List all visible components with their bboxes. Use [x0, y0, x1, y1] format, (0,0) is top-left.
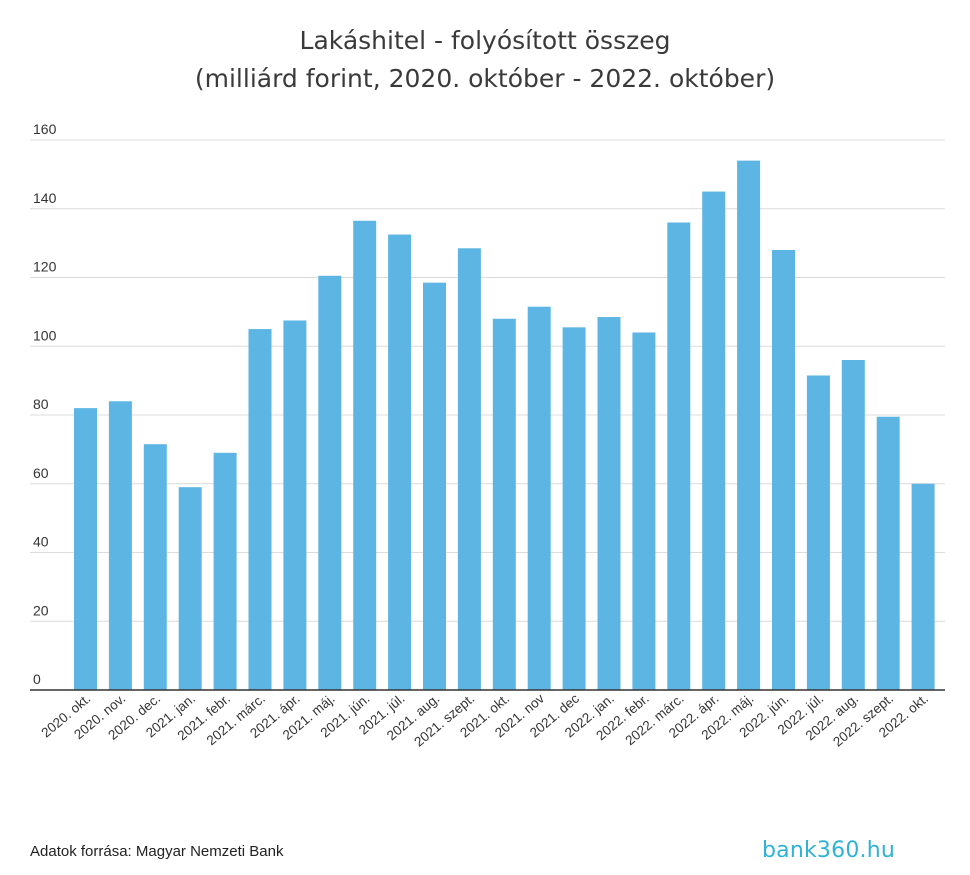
bar [632, 332, 656, 690]
bar [876, 416, 900, 690]
bar [911, 483, 935, 690]
bar [248, 329, 272, 690]
bar [772, 250, 795, 690]
y-tick-label: 160 [33, 121, 57, 137]
bar [283, 320, 307, 690]
y-tick-label: 80 [33, 396, 49, 412]
bar [841, 360, 865, 690]
bar [353, 220, 377, 690]
bar [213, 452, 237, 690]
bar [388, 234, 412, 690]
y-tick-label: 0 [33, 671, 41, 687]
bar [318, 275, 342, 690]
chart-subtitle: (milliárd forint, 2020. október - 2022. … [194, 64, 776, 93]
bar [178, 487, 202, 690]
bar [562, 327, 586, 690]
bar [423, 282, 446, 690]
y-tick-label: 20 [33, 602, 49, 618]
bar [737, 160, 761, 690]
chart-title: Lakáshitel - folyósított összeg [299, 26, 671, 55]
bar [527, 306, 551, 690]
bar [702, 191, 726, 690]
y-tick-label: 140 [33, 190, 57, 206]
brand-logo: bank360.hu [762, 838, 896, 863]
bar [143, 444, 167, 690]
bar [74, 408, 97, 690]
bar [457, 248, 481, 690]
y-tick-label: 40 [33, 534, 49, 550]
bar [597, 317, 621, 690]
bar [667, 222, 691, 690]
y-tick-label: 100 [33, 327, 57, 343]
data-source-note: Adatok forrása: Magyar Nemzeti Bank [30, 843, 284, 860]
bar [806, 375, 830, 690]
y-tick-label: 60 [33, 465, 49, 481]
bar [492, 318, 516, 690]
y-tick-label: 120 [33, 259, 57, 275]
bar [108, 401, 132, 690]
